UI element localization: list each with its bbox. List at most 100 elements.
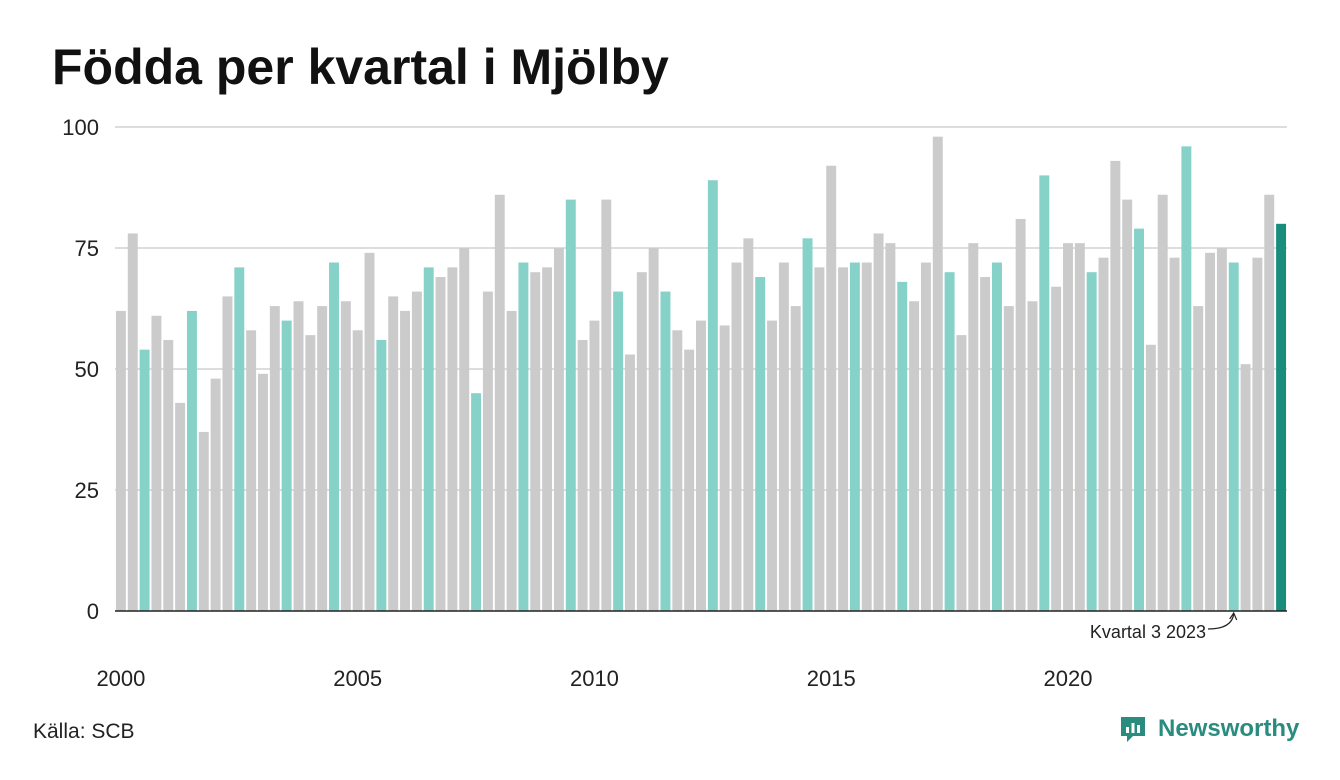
bar (849, 262, 860, 611)
bar (530, 272, 541, 611)
bar (861, 262, 872, 611)
bar (553, 248, 564, 611)
bar (175, 402, 186, 611)
x-tick-label: 2010 (570, 666, 619, 691)
bar (115, 310, 126, 611)
bar (376, 339, 387, 611)
bar (696, 320, 706, 611)
bar (139, 349, 150, 611)
bar (1074, 243, 1085, 611)
bar (411, 291, 422, 611)
bar (1145, 344, 1156, 611)
bar (885, 243, 896, 611)
bar (435, 277, 446, 611)
bar (317, 306, 328, 611)
bar (1157, 194, 1168, 611)
bar (980, 277, 991, 611)
x-tick-label: 2005 (333, 666, 382, 691)
x-tick-label: 2015 (807, 666, 856, 691)
bar (1051, 286, 1062, 611)
bar (613, 291, 624, 611)
source-label: Källa: SCB (33, 720, 135, 743)
bar (269, 306, 280, 611)
bar (743, 238, 754, 611)
bar (707, 180, 718, 612)
bar (494, 194, 505, 611)
bar (198, 431, 209, 611)
bar (1181, 146, 1192, 612)
bar (601, 199, 612, 611)
brand-logo: Newsworthy (1118, 714, 1299, 744)
bar (1086, 272, 1097, 611)
bar (636, 272, 647, 611)
bar (625, 354, 635, 611)
bar (352, 330, 363, 611)
bar (932, 136, 943, 611)
annotation-arrowhead (1229, 611, 1238, 621)
bar (719, 325, 730, 611)
bar (991, 262, 1002, 611)
bar (944, 272, 955, 611)
bar (258, 373, 268, 611)
bar (814, 267, 825, 611)
bar (767, 320, 777, 611)
bar (459, 248, 470, 611)
bar (565, 199, 576, 611)
bar (577, 339, 588, 611)
bar (340, 301, 351, 611)
bar (755, 277, 766, 611)
bar (1264, 194, 1275, 611)
y-tick-label: 25 (75, 478, 99, 503)
bar (1193, 306, 1204, 611)
bar (648, 248, 659, 611)
bar (471, 393, 482, 611)
bar (163, 339, 174, 611)
bar (1110, 160, 1121, 611)
bar (660, 291, 671, 611)
bar (1216, 248, 1227, 611)
annotation-label: Kvartal 3 2023 (1090, 622, 1206, 642)
bar (1228, 262, 1239, 611)
brand-name: Newsworthy (1158, 715, 1300, 742)
y-tick-label: 0 (87, 599, 99, 624)
bar (897, 281, 908, 611)
bar (731, 262, 742, 611)
bar (281, 320, 292, 611)
bar (388, 296, 399, 611)
bar (293, 301, 304, 611)
bar (873, 233, 884, 612)
bar (920, 262, 931, 611)
bar (684, 349, 695, 611)
bar (127, 233, 138, 612)
annotation-arrow (1207, 613, 1235, 630)
bar (672, 330, 683, 611)
bar (1003, 306, 1014, 611)
bar (364, 252, 375, 611)
bar (790, 306, 801, 611)
bar (1027, 301, 1038, 611)
bar (909, 301, 920, 611)
bar (1169, 257, 1180, 611)
bar (826, 165, 837, 611)
bar (151, 315, 162, 611)
brand-chart-icon (1121, 717, 1145, 742)
bar (968, 243, 979, 611)
x-tick-label: 2000 (96, 666, 145, 691)
bar (802, 238, 813, 611)
bar (542, 267, 553, 611)
bar (1063, 243, 1073, 611)
y-tick-label: 50 (75, 357, 99, 382)
bar (222, 296, 233, 611)
bar (506, 310, 517, 611)
bar (1276, 223, 1287, 612)
bar (1039, 175, 1050, 611)
y-tick-label: 75 (75, 236, 99, 261)
bar (589, 320, 600, 611)
bar (186, 310, 197, 611)
bar (246, 330, 257, 611)
bar (1252, 257, 1263, 611)
bar (1098, 257, 1109, 611)
bar (1134, 228, 1144, 611)
chart-title: Födda per kvartal i Mjölby (52, 39, 669, 95)
